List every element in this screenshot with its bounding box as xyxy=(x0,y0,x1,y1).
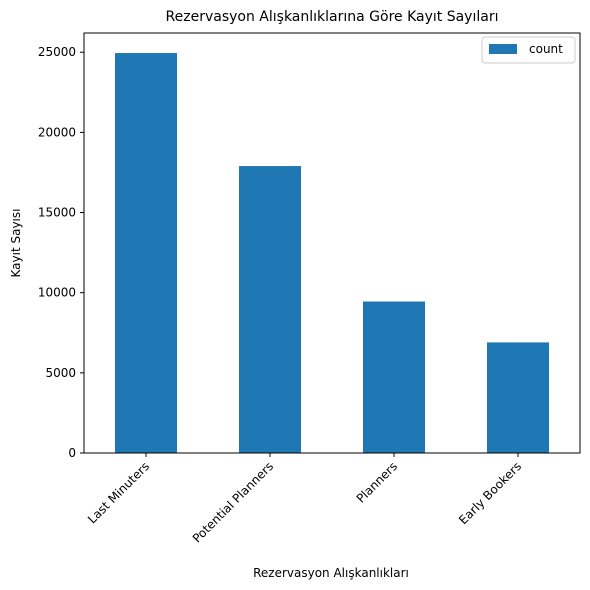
y-tick-label: 15000 xyxy=(38,206,76,220)
y-tick-label: 0 xyxy=(68,446,76,460)
x-tick-label: Planners xyxy=(354,459,400,505)
bar-early-bookers xyxy=(487,342,549,453)
x-tick-label: Early Bookers xyxy=(456,459,524,527)
legend-box xyxy=(481,36,576,64)
legend-swatch xyxy=(489,44,517,54)
legend-label: count xyxy=(529,42,563,56)
y-tick-label: 5000 xyxy=(45,366,76,380)
bar-planners xyxy=(363,301,425,453)
x-axis-label: Rezervasyon Alışkanlıkları xyxy=(253,566,409,580)
bar-potential-planners xyxy=(239,166,301,453)
plot-frame xyxy=(83,32,581,454)
x-tick-label: Potential Planners xyxy=(190,459,276,545)
y-tick-label: 20000 xyxy=(38,125,76,139)
bar-last-minuters xyxy=(115,53,177,453)
chart-title: Rezervasyon Alışkanlıklarına Göre Kayıt … xyxy=(166,9,499,25)
legend: count xyxy=(481,36,576,64)
x-tick-label: Last Minuters xyxy=(85,459,152,526)
y-tick-label: 25000 xyxy=(38,45,76,59)
y-axis-label: Kayıt Sayısı xyxy=(9,209,23,278)
y-tick-label: 10000 xyxy=(38,286,76,300)
plot-area: Last Minuters Potential Planners Planners E… xyxy=(38,45,549,546)
